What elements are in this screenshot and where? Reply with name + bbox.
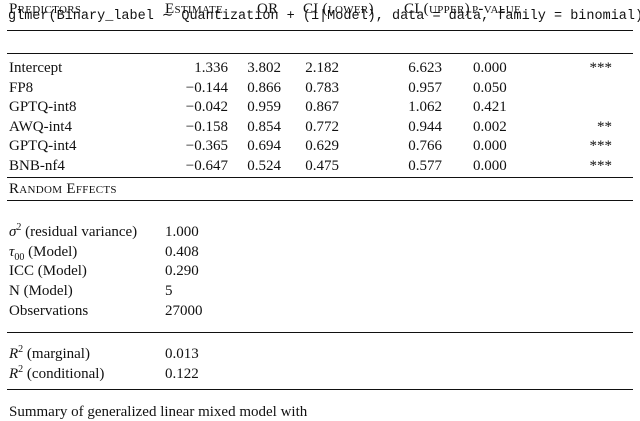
cell: 0.000 — [473, 60, 507, 76]
significance: *** — [589, 157, 613, 174]
cell: −0.042 — [185, 99, 228, 115]
stat-value: 0.122 — [165, 365, 199, 382]
cell: −0.647 — [185, 157, 228, 174]
cell: 0.002 — [473, 118, 507, 135]
stat-value: 1.000 — [165, 224, 199, 240]
superscript: 2 — [18, 363, 24, 375]
column-header: OR — [257, 1, 279, 17]
bottom-rule — [7, 389, 633, 391]
label-text: Observations — [9, 302, 89, 319]
stat-label: τ00 (Model) — [9, 243, 78, 263]
section-title: Random Effects — [9, 181, 117, 197]
stat-value: 0.290 — [165, 263, 199, 280]
stat-label: N (Model) — [9, 282, 73, 300]
cell: 0.000 — [473, 157, 507, 174]
row-label: GPTQ-int8 — [9, 99, 77, 115]
row-label: BNB-nf4 — [9, 157, 65, 174]
cell: 2.182 — [305, 60, 339, 76]
label-text: (residual variance) — [21, 224, 138, 240]
cell: 0.524 — [247, 157, 281, 174]
cell: 0.421 — [473, 99, 507, 115]
significance: *** — [589, 138, 613, 154]
cell: 3.802 — [247, 60, 281, 76]
stat-value: 5 — [165, 283, 173, 300]
cell: 0.783 — [305, 79, 339, 96]
section-rule — [7, 332, 633, 333]
cell: 0.475 — [305, 157, 339, 174]
cell: 0.050 — [473, 79, 507, 96]
cell: 0.766 — [408, 138, 442, 154]
label-text: (Model) — [24, 243, 78, 260]
row-label: Intercept — [9, 60, 63, 76]
column-header: Predictors — [9, 1, 82, 17]
column-header: CI (upper) — [404, 1, 470, 17]
formula: glmer(Binary_label ∼ Quantization + (1|M… — [8, 9, 640, 24]
superscript: 2 — [18, 344, 24, 355]
cell: 1.062 — [408, 99, 442, 115]
cell: −0.365 — [185, 138, 228, 154]
cell: 1.336 — [194, 60, 228, 76]
symbol: τ — [9, 243, 15, 260]
cell: 0.957 — [408, 79, 442, 96]
cell: 0.866 — [247, 79, 281, 96]
cell: 0.854 — [247, 118, 281, 135]
row-label: FP8 — [9, 79, 34, 96]
section-rule — [7, 177, 633, 178]
section-rule — [7, 200, 633, 201]
stat-label: Observations — [9, 302, 88, 320]
cell: 0.629 — [305, 138, 339, 154]
label-text: ICC (Model) — [9, 263, 87, 280]
symbol: R — [9, 365, 19, 382]
header-rule — [7, 53, 633, 54]
significance: *** — [589, 60, 613, 76]
column-header: CI (lower) — [303, 1, 374, 17]
stat-value: 27000 — [165, 302, 203, 319]
cell: 0.577 — [408, 157, 442, 174]
stat-label: R2 (conditional) — [9, 363, 105, 383]
row-label: GPTQ-int4 — [9, 138, 77, 154]
cell: 0.944 — [408, 118, 442, 135]
label-text: (marginal) — [23, 346, 90, 362]
stat-value: 0.013 — [165, 346, 199, 362]
column-header: p-value — [472, 1, 522, 17]
caption: Summary of generalized linear mixed mode… — [9, 404, 308, 420]
label-text: N (Model) — [9, 283, 73, 300]
cell: −0.144 — [185, 79, 228, 96]
cell: 0.959 — [247, 99, 281, 115]
superscript: 2 — [16, 222, 22, 233]
significance: ** — [597, 118, 612, 135]
top-rule — [7, 30, 633, 32]
cell: 0.694 — [247, 138, 281, 154]
stat-label: ICC (Model) — [9, 262, 87, 280]
label-text: (conditional) — [23, 365, 105, 382]
cell: 6.623 — [408, 60, 442, 76]
cell: −0.158 — [185, 118, 228, 135]
symbol: R — [9, 346, 19, 362]
stat-label: σ2 (residual variance) — [9, 223, 137, 241]
stat-label: R2 (marginal) — [9, 345, 90, 363]
stat-value: 0.408 — [165, 243, 199, 260]
symbol: σ — [9, 224, 17, 240]
row-label: AWQ-int4 — [9, 118, 72, 135]
cell: 0.772 — [305, 118, 339, 135]
cell: 0.000 — [473, 138, 507, 154]
subscript: 00 — [14, 251, 25, 263]
column-header: Estimate — [165, 1, 224, 17]
cell: 0.867 — [305, 99, 339, 115]
